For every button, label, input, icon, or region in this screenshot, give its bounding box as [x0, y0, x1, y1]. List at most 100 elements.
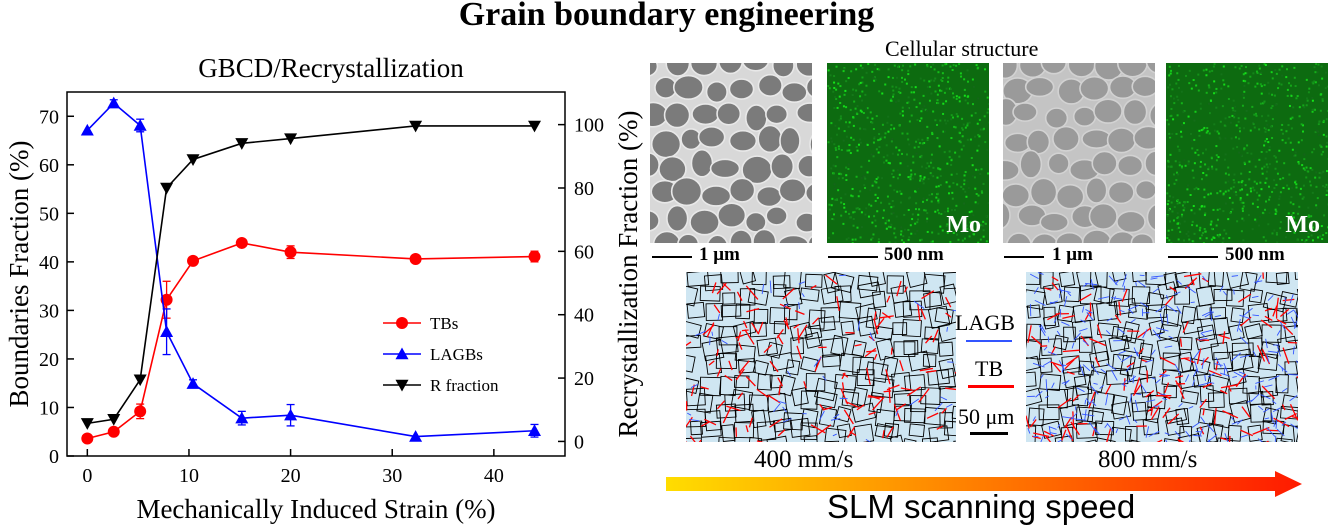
eds-speck — [1285, 178, 1288, 181]
eds-speck — [945, 224, 948, 227]
eds-speck — [957, 223, 960, 226]
eds-speck — [907, 176, 910, 179]
eds-speck — [871, 237, 874, 240]
lagb-boundary — [1088, 421, 1097, 433]
eds-speck — [835, 148, 838, 151]
eds-speck — [852, 124, 855, 127]
lagb-boundary — [1097, 296, 1109, 300]
eds-speck — [974, 192, 977, 195]
grain-boundary — [928, 425, 950, 442]
twin-boundary — [756, 440, 764, 442]
eds-speck — [902, 241, 905, 243]
lagb-boundary — [1193, 434, 1202, 437]
eds-speck — [922, 200, 925, 203]
eds-speck — [872, 141, 875, 144]
lagb-boundary — [1252, 314, 1260, 317]
eds-speck — [1187, 160, 1190, 163]
eds-speck — [945, 87, 948, 90]
eds-speck — [889, 184, 892, 187]
eds-speck — [865, 207, 868, 210]
eds-speck — [859, 81, 862, 84]
grain-boundary — [699, 376, 722, 397]
eds-speck — [877, 139, 880, 142]
twin-boundary — [1256, 345, 1266, 362]
y2-tick-label: 80 — [574, 178, 594, 200]
cell — [1093, 98, 1123, 124]
eds-speck — [1259, 72, 1262, 75]
twin-boundary — [769, 360, 779, 373]
cell — [1133, 125, 1155, 151]
eds-speck — [1180, 215, 1183, 218]
cell — [765, 206, 788, 226]
grain-boundary — [1052, 334, 1069, 351]
eds-speck — [950, 163, 953, 166]
grain-boundary — [1094, 437, 1116, 442]
lagb-boundary — [1151, 377, 1156, 380]
eds-speck — [1279, 227, 1282, 230]
grain-boundary — [1227, 367, 1247, 387]
eds-speck — [1321, 98, 1324, 101]
grain-boundary — [719, 375, 738, 397]
lagb-boundary — [1207, 372, 1216, 378]
eds-speck — [890, 173, 893, 176]
eds-speck — [1302, 196, 1305, 199]
eds-speck — [866, 116, 869, 119]
eds-speck — [1326, 170, 1328, 173]
eds-speck — [845, 106, 848, 109]
eds-speck — [888, 241, 891, 243]
eds-speck — [936, 176, 939, 179]
twin-boundary — [763, 344, 773, 354]
cell — [672, 74, 704, 100]
eds-speck — [985, 215, 988, 218]
grain-boundary — [943, 420, 956, 437]
eds-speck — [1289, 201, 1292, 204]
twin-boundary — [1047, 311, 1062, 321]
lagb-boundary — [1232, 375, 1237, 378]
y-tick-label: 50 — [39, 203, 59, 225]
eds-speck — [980, 168, 983, 171]
grain-boundary — [766, 392, 788, 413]
eds-speck — [1234, 66, 1237, 69]
data-point — [80, 418, 94, 430]
grain-boundary — [1127, 303, 1150, 320]
grain-boundary — [721, 424, 736, 442]
lagb-boundary — [798, 281, 805, 285]
grain-boundary — [1295, 307, 1298, 330]
lagb-boundary — [801, 293, 805, 298]
eds-speck — [907, 229, 910, 232]
eds-speck — [901, 114, 904, 117]
eds-speck — [1317, 133, 1320, 136]
data-point — [160, 182, 174, 195]
twin-boundary — [689, 435, 696, 442]
twin-boundary — [1044, 287, 1052, 291]
eds-speck — [898, 173, 901, 176]
eds-speck — [1198, 134, 1201, 137]
eds-speck — [937, 199, 940, 202]
grain-boundary — [1230, 307, 1245, 324]
eds-speck — [928, 194, 931, 197]
cell — [1018, 63, 1047, 79]
eds-speck — [944, 119, 947, 122]
eds-speck — [1234, 110, 1237, 113]
eds-speck — [982, 235, 985, 238]
eds-speck — [907, 238, 910, 241]
grain-boundary — [938, 341, 954, 357]
eds-speck — [859, 141, 862, 144]
eds-speck — [842, 139, 845, 142]
grain-boundary — [851, 386, 868, 407]
eds-speck — [1281, 74, 1284, 77]
eds-speck — [1320, 225, 1323, 228]
grain-boundary — [686, 353, 696, 373]
eds-speck — [862, 128, 865, 131]
eds-speck — [917, 213, 920, 216]
lagb-boundary — [1168, 335, 1173, 339]
eds-speck — [1295, 97, 1298, 100]
eds-speck — [830, 137, 833, 140]
eds-speck — [970, 157, 973, 160]
lagb-boundary — [1219, 285, 1224, 292]
eds-speck — [964, 190, 967, 193]
eds-speck — [1321, 144, 1324, 147]
grain-boundary — [889, 434, 905, 442]
grain-boundary — [893, 300, 913, 318]
eds-speck — [983, 222, 986, 225]
